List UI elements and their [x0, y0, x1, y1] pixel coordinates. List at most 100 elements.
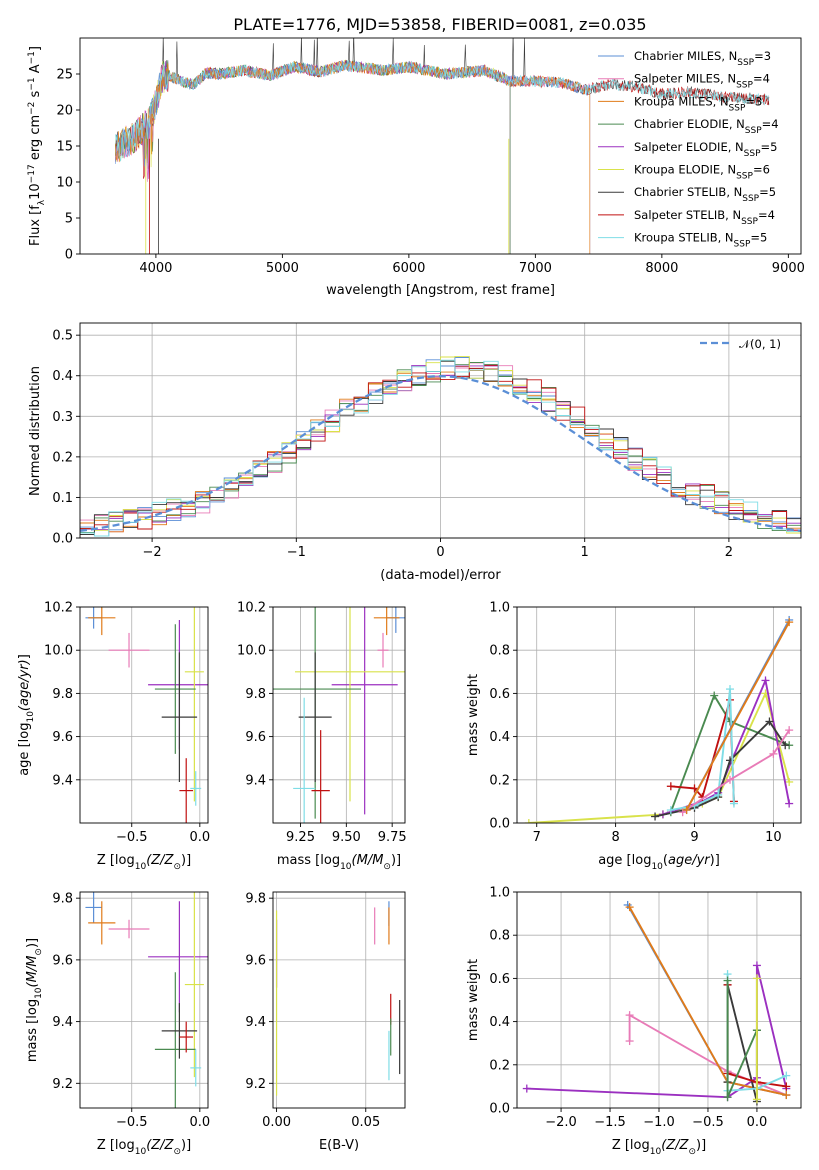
x-tick-label: −1.5 [594, 1115, 626, 1130]
spectrum-lines [115, 38, 770, 254]
x-tick-label: 9.25 [286, 830, 315, 845]
y-tick-label: 9.2 [245, 1077, 266, 1092]
y-tick-label: 0.0 [489, 1102, 510, 1117]
x-tick-label: −0.5 [116, 830, 148, 845]
age-vs-Z-ylabel: age [log10(age/yr)] [17, 654, 36, 776]
gaussian-legend-label: 𝒩(0, 1) [739, 337, 781, 351]
x-tick-label: 8000 [645, 261, 678, 276]
x-tick-label: −2 [143, 545, 162, 560]
x-tick-label: −0.5 [116, 1115, 148, 1130]
x-tick-label: −1 [287, 545, 306, 560]
histogram-steps [80, 355, 801, 537]
x-tick-label: 0.00 [262, 1115, 291, 1130]
age_vs_Z-errorbars [85, 607, 208, 823]
age_vs_mass-frame [272, 606, 406, 824]
legend-label: Salpeter STELIB, NSSP=4 [634, 208, 775, 227]
y-tick-label: 0.6 [489, 687, 510, 702]
x-tick-label: 9000 [772, 261, 805, 276]
mass-weight-line [669, 693, 790, 813]
histogram-series [80, 359, 801, 537]
y-tick-label: 0.4 [52, 369, 73, 384]
y-tick-label: 0.8 [489, 644, 510, 659]
legend-label: Salpeter ELODIE, NSSP=5 [634, 140, 777, 159]
x-tick-label: 1 [581, 545, 589, 560]
spectrum-line [115, 60, 591, 254]
age_vs_mass-errorbars [273, 607, 405, 823]
massweight-vs-age-xlabel: age [log10(age/yr)] [598, 853, 720, 872]
y-tick-label: 10.2 [44, 601, 73, 616]
spectrum-line [115, 59, 511, 254]
y-tick-label: 25 [56, 68, 73, 83]
massweight_vs_Z-axes: −2.0 −1.5 −1.0 −0.5 0.0 0.0 0.2 0.4 0.6 0.8 1.0 [489, 886, 801, 1130]
x-tick-label: 2 [725, 545, 733, 560]
x-tick-label: 0.05 [351, 1115, 380, 1130]
histogram-frame [79, 322, 802, 539]
age-vs-Z-xlabel: Z [log10(Z/Z⊙)] [97, 853, 191, 872]
massweight-vs-Z-xlabel: Z [log10(Z/Z⊙)] [612, 1138, 706, 1157]
legend-label: Kroupa ELODIE, NSSP=6 [634, 163, 770, 182]
spectrum-line [115, 60, 591, 254]
histogram-xlabel: (data-model)/error [380, 568, 501, 583]
y-tick-label: 9.4 [52, 1015, 73, 1030]
spectrum-legend: Chabrier MILES, NSSP=3 Salpeter MILES, NS… [598, 49, 779, 250]
y-tick-label: 9.2 [52, 1077, 73, 1092]
x-tick-label: 8 [611, 830, 619, 845]
age_vs_mass-axes: 9.25 9.50 9.75 9.4 9.6 9.8 10.0 10.2 [237, 601, 407, 846]
y-tick-label: 0.3 [52, 410, 73, 425]
y-tick-label: 1.0 [489, 601, 510, 616]
x-tick-label: −1.0 [643, 1115, 675, 1130]
massweight_vs_age-axes: 7 8 9 10 0.0 0.2 0.4 0.6 0.8 1.0 [489, 601, 801, 845]
y-tick-label: 0.5 [52, 329, 73, 344]
legend-label: Kroupa MILES, NSSP=3 [634, 94, 762, 113]
mass_vs_ebv-frame [272, 891, 406, 1109]
y-tick-label: 1.0 [489, 886, 510, 901]
spectrum-xlabel: wavelength [Angstrom, rest frame] [326, 283, 555, 298]
legend-label: Chabrier STELIB, NSSP=5 [634, 185, 776, 204]
spectrum-frame [79, 37, 802, 255]
x-tick-label: −0.5 [692, 1115, 724, 1130]
mass-vs-Z-xlabel: Z [log10(Z/Z⊙)] [97, 1138, 191, 1157]
y-tick-label: 9.6 [52, 953, 73, 968]
y-tick-label: 0.6 [489, 972, 510, 987]
y-tick-label: 15 [56, 140, 73, 155]
y-tick-label: 9.8 [245, 687, 266, 702]
age_vs_Z-axes: −0.5 0.0 9.4 9.6 9.8 10.0 10.2 [44, 601, 210, 846]
mass-weight-line [626, 904, 787, 1096]
massweight_vs_Z-frame [516, 891, 802, 1109]
mass_vs_Z-errorbars [85, 892, 208, 1108]
age_vs_Z-frame [79, 606, 209, 824]
y-tick-label: 0.4 [489, 730, 510, 745]
y-tick-label: 0.1 [52, 491, 73, 506]
histogram-ylabel: Normed distribution [28, 366, 43, 496]
y-tick-label: 9.4 [52, 773, 73, 788]
massweight_vs_age-lines [524, 615, 794, 823]
y-tick-label: 0.0 [52, 532, 73, 547]
legend-label: Chabrier ELODIE, NSSP=4 [634, 117, 779, 136]
spectrum-line [115, 59, 511, 254]
mass_vs_Z-frame [79, 891, 209, 1109]
massweight_vs_age-frame [516, 606, 802, 824]
mass-vs-Z-ylabel: mass [log10(M/M⊙)] [25, 938, 44, 1062]
y-tick-label: 9.6 [52, 730, 73, 745]
y-tick-label: 9.6 [245, 730, 266, 745]
y-tick-label: 0.8 [489, 929, 510, 944]
y-tick-label: 10.0 [44, 644, 73, 659]
spectrum-line [115, 60, 591, 254]
y-tick-label: 0.0 [489, 817, 510, 832]
y-tick-label: 10.0 [237, 644, 266, 659]
spectrum-axes: 4000 5000 6000 7000 8000 9000 0 5 10 15 20 25 [56, 68, 804, 277]
massweight_vs_Z-lines [522, 900, 791, 1106]
mass-vs-ebv-xlabel: E(B-V) [319, 1138, 359, 1153]
legend-label: Chabrier MILES, NSSP=3 [634, 49, 771, 68]
x-tick-label: 0.0 [189, 1115, 210, 1130]
spectrum-line [115, 59, 770, 162]
y-tick-label: 10 [56, 176, 73, 191]
x-tick-label: 0.0 [747, 1115, 768, 1130]
age-vs-mass-xlabel: mass [log10(M/M⊙)] [277, 853, 401, 872]
massweight_vs_Z-ylabel: mass weight [466, 959, 481, 1041]
x-tick-label: 7000 [519, 261, 552, 276]
x-tick-label: 0 [436, 545, 444, 560]
spectrum-ylabel: Flux [fλ10−17 erg cm−2 s−1 A−1] [27, 46, 47, 246]
x-tick-label: 9.75 [378, 830, 407, 845]
y-tick-label: 20 [56, 104, 73, 119]
